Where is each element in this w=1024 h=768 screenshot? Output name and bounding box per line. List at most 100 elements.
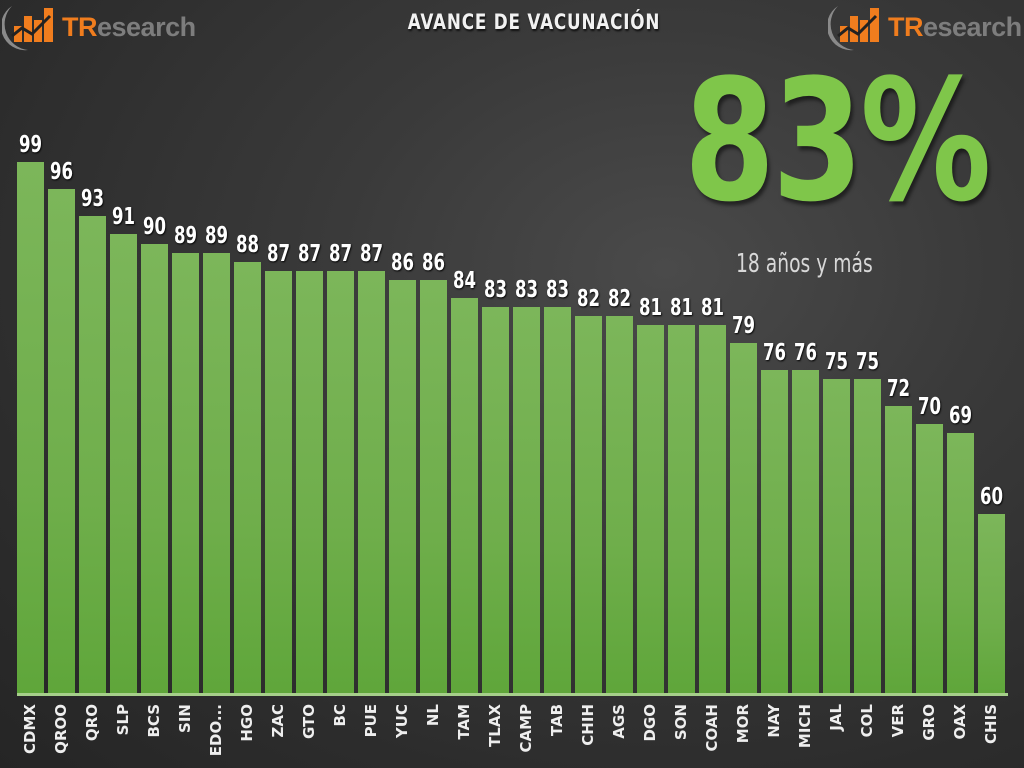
bar-rect [482,306,509,695]
bar-value-label: 75 [824,348,849,375]
bar-value-label: 69 [948,403,973,430]
bar-ver: 72 [885,366,912,695]
category-label: NAY [761,704,788,764]
tresearch-logo-right: TResearch [828,2,1022,52]
chart-title: AVANCE DE VACUNACIÓN [407,10,661,34]
bar-cdmx: 99 [17,122,44,695]
bar-rect [48,189,75,695]
bar-rect [265,270,292,695]
category-label-text: DGO [641,704,659,742]
category-label-text: BCS [145,704,163,738]
category-label-text: ZAC [269,704,287,738]
category-label: SLP [110,704,137,764]
bar-value-label: 79 [731,312,756,339]
bar-rect [389,279,416,695]
bar-bc: 87 [327,231,354,695]
category-label-text: AGS [610,704,628,739]
bar-value-label: 87 [266,240,291,267]
bar-pue: 87 [358,231,385,695]
bar-oax: 69 [947,393,974,695]
category-label-text: PUE [362,704,380,738]
bar-rect [544,306,571,695]
category-label-text: EDO... [207,704,225,757]
bar-value-label: 81 [669,294,694,321]
category-label-text: CAMP [517,704,535,753]
category-label: OAX [947,704,974,764]
bar-col: 75 [854,339,881,695]
bar-mor: 79 [730,303,757,695]
category-label: MICH [792,704,819,764]
category-label: AGS [606,704,633,764]
bar-value-label: 70 [917,394,942,421]
category-label: COL [854,704,881,764]
category-label-text: GRO [920,704,938,741]
category-label: CHIS [978,704,1005,764]
bar-value-label: 87 [328,240,353,267]
bar-camp: 83 [513,267,540,695]
category-label: MOR [730,704,757,764]
bar-sin: 89 [172,213,199,695]
category-label-text: SON [672,704,690,741]
bar-gto: 87 [296,231,323,695]
category-label-text: COAH [703,704,721,752]
bar-tab: 83 [544,267,571,695]
category-label-text: YUC [393,704,411,739]
bar-chart-growth-icon [828,6,879,51]
bar-value-label: 89 [173,222,198,249]
bar-value-label: 86 [421,249,446,276]
bar-value-label: 82 [576,285,601,312]
category-label: ZAC [265,704,292,764]
bar-son: 81 [668,285,695,695]
bar-rect [420,279,447,695]
category-label-text: MOR [734,704,752,744]
category-label-text: NAY [765,704,783,738]
bar-value-label: 89 [204,222,229,249]
bar-slp: 91 [110,194,137,695]
category-label-text: CHIH [579,704,597,746]
category-label: SIN [172,704,199,764]
bar-rect [79,216,106,695]
bar-qroo: 96 [48,149,75,695]
category-label: GTO [296,704,323,764]
bar-value-label: 83 [514,276,539,303]
category-label-text: CDMX [21,704,39,754]
category-label-text: OAX [951,704,969,740]
bar-value-label: 82 [607,285,632,312]
bar-value-label: 93 [80,186,105,213]
bar-value-label: 87 [297,240,322,267]
bar-rect [699,324,726,695]
category-label-text: SLP [114,704,132,736]
category-label-text: CHIS [982,704,1000,744]
category-label-text: MICH [796,704,814,749]
bar-value-label: 83 [545,276,570,303]
category-label: PUE [358,704,385,764]
category-label: COAH [699,704,726,764]
category-label-text: BC [331,704,349,727]
category-label: VER [885,704,912,764]
bar-chis: 60 [978,474,1005,695]
tresearch-logo-left: TResearch [2,2,196,52]
bar-value-label: 86 [390,249,415,276]
category-label: NL [420,704,447,764]
bar-chart-growth-icon [2,6,53,51]
bar-value-label: 75 [855,348,880,375]
category-label: CHIH [575,704,602,764]
bar-rect [885,406,912,695]
bar-ags: 82 [606,276,633,695]
bar-qro: 93 [79,176,106,695]
bar-rect [606,315,633,695]
bar-zac: 87 [265,231,292,695]
chart-baseline [17,693,1008,696]
bar-chart: 99 CDMX 96 QROO 93 QRO 91 SLP 90 BCS 89 SIN 89 EDO...… [17,0,1009,768]
category-label: HGO [234,704,261,764]
category-label: SON [668,704,695,764]
bar-value-label: 60 [979,484,1004,511]
bar-rect [296,270,323,695]
bar-rect [358,270,385,695]
bar-rect [141,243,168,695]
bar-value-label: 87 [359,240,384,267]
bar-yuc: 86 [389,240,416,695]
category-label: QRO [79,704,106,764]
category-label-text: QRO [83,704,101,742]
bar-rect [637,324,664,695]
